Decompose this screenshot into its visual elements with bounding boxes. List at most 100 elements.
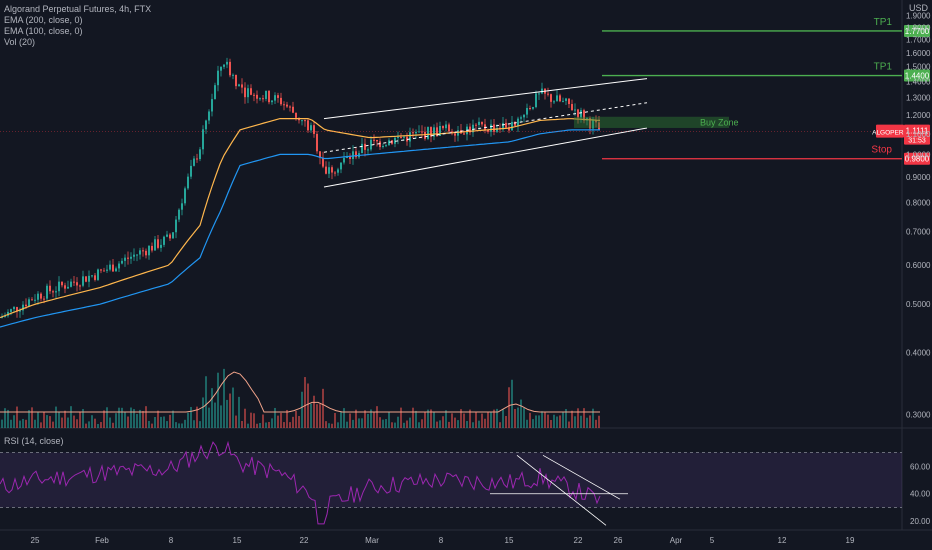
candle-body [73, 281, 75, 283]
ema200-line [0, 129, 600, 328]
volume-bar [418, 422, 420, 428]
candle-body [205, 120, 207, 130]
candle-body [418, 131, 420, 133]
candle-body [496, 127, 498, 132]
candle-body [511, 121, 513, 131]
candle-body [313, 125, 315, 134]
candle-body [397, 137, 399, 139]
price-tick-label: 1.1000 [906, 130, 931, 139]
volume-bar [76, 419, 78, 428]
candle-body [208, 111, 210, 121]
volume-bar [259, 422, 261, 428]
volume-bar [115, 413, 117, 428]
time-tick-label: 8 [169, 536, 174, 545]
price-tick-label: 1.4000 [906, 78, 931, 87]
time-tick-label: 19 [846, 536, 855, 545]
candle-body [349, 156, 351, 159]
candle-body [478, 121, 480, 125]
volume-bar [499, 422, 501, 428]
volume-bar [397, 416, 399, 428]
candle-body [454, 133, 456, 136]
candle-body [220, 66, 222, 71]
candle-body [508, 127, 510, 131]
volume-bar [208, 407, 210, 428]
time-tick-label: 22 [300, 536, 309, 545]
candle-body [85, 276, 87, 282]
volume-bar [124, 411, 126, 428]
candle-body [283, 104, 285, 106]
candle-body [13, 307, 15, 310]
volume-bar [199, 421, 201, 428]
volume-bar [466, 420, 468, 428]
volume-bar [409, 417, 411, 428]
time-tick-label: Apr [670, 536, 683, 545]
candle-body [343, 158, 345, 163]
legend-vol: Vol (20) [4, 37, 36, 47]
volume-bar [43, 412, 45, 428]
volume-bar [289, 422, 291, 428]
buy-zone-label: Buy Zone [700, 117, 739, 127]
volume-bar [145, 406, 147, 428]
volume-bar [109, 417, 111, 428]
price-pane [0, 0, 902, 428]
volume-bar [580, 415, 582, 428]
candle-body [217, 70, 219, 86]
candle-body [238, 84, 240, 87]
volume-bar [403, 422, 405, 428]
volume-bar [559, 415, 561, 428]
volume-bar [154, 416, 156, 428]
candle-body [583, 110, 585, 121]
currency-label: USD [908, 3, 928, 13]
volume-bar [268, 421, 270, 428]
candle-body [148, 245, 150, 256]
candle-body [352, 151, 354, 159]
volume-bar [73, 415, 75, 428]
candle-body [412, 132, 414, 134]
candle-body [475, 124, 477, 126]
volume-bar [202, 397, 204, 428]
volume-bar [322, 388, 324, 428]
price-tick-label: 0.7000 [906, 227, 931, 236]
candle-body [598, 122, 600, 130]
tp1-mid-price-tag [904, 69, 930, 82]
volume-bar [214, 402, 216, 428]
volume-bar [34, 419, 36, 428]
channel-lower-line [323, 127, 648, 188]
volume-bar [379, 417, 381, 428]
rsi-trendline-2 [542, 454, 621, 500]
candle-body [322, 157, 324, 167]
volume-bar [406, 420, 408, 428]
volume-bar [55, 406, 57, 428]
volume-bar [235, 415, 237, 428]
drawings[interactable]: Buy Zone TP1 1.7700 TP1 1.4400 Stop 0.9800 ALGO… [0, 17, 930, 188]
volume-bar [40, 422, 42, 428]
volume-bar [589, 415, 591, 428]
volume-bar [577, 408, 579, 428]
candle-body [241, 84, 243, 88]
volume-bar [598, 415, 600, 428]
volume-bar [511, 379, 513, 428]
volume-bars [0, 368, 600, 428]
volume-bar [250, 412, 252, 428]
volume-bar [436, 421, 438, 428]
volume-bar [184, 419, 186, 428]
volume-bar [1, 419, 3, 428]
candle-body [76, 282, 78, 286]
volume-bar [13, 415, 15, 428]
candle-body [430, 127, 432, 137]
candle-body [112, 264, 114, 272]
rsi-trendline-1 [516, 454, 607, 526]
volume-bar [205, 376, 207, 428]
candle-body [46, 285, 48, 299]
volume-bar [127, 416, 129, 428]
candle-body [262, 98, 264, 100]
volume-bar [337, 422, 339, 428]
candle-body [10, 309, 12, 312]
stop-label: Stop [871, 145, 892, 156]
candle-body [79, 285, 81, 287]
time-tick-label: 12 [778, 536, 787, 545]
candle-body [421, 131, 423, 133]
candle-body [385, 145, 387, 147]
price-tick-label: 0.8000 [906, 199, 931, 208]
